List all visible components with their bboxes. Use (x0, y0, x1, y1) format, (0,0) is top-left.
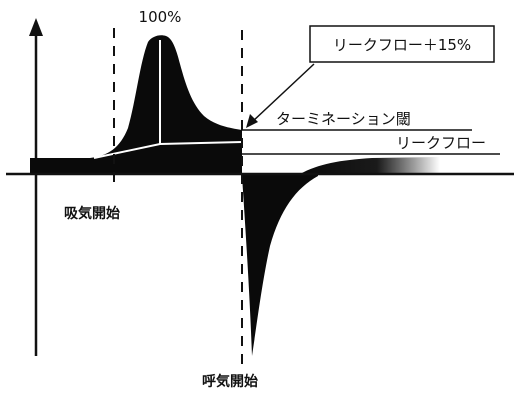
baseline-leak-band (30, 158, 242, 174)
callout-box (309, 25, 495, 63)
termination-threshold-label: ターミネーション閾 (276, 110, 411, 128)
inspiration-start-label: 吸気開始 (64, 205, 120, 222)
leak-flow-label: リークフロー (396, 134, 486, 152)
callout-arrow-line (251, 63, 315, 123)
callout-arrowhead (246, 114, 258, 128)
expiration-start-label: 呼気開始 (202, 373, 258, 390)
expiratory-flow-area (242, 174, 318, 356)
peak-label: 100% (139, 8, 182, 26)
expiratory-leak-tail (300, 157, 440, 174)
leak-flow-plus-label: リークフロー＋15% (333, 36, 471, 54)
inspiratory-flow-area (90, 35, 242, 158)
y-axis-arrowhead (29, 18, 43, 36)
